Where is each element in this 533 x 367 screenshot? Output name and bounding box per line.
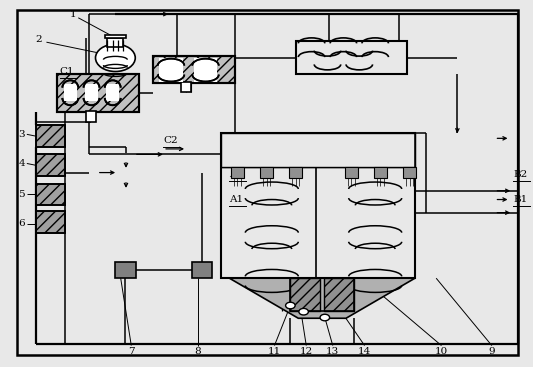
Bar: [403, 167, 416, 178]
Bar: [85, 84, 98, 101]
Text: 13: 13: [326, 346, 340, 356]
Bar: [36, 211, 65, 233]
Bar: [345, 167, 358, 178]
Bar: [36, 155, 65, 176]
Circle shape: [299, 308, 309, 315]
Text: 4: 4: [18, 159, 25, 168]
Bar: [64, 84, 77, 101]
Bar: [36, 125, 65, 147]
Bar: [290, 278, 354, 311]
Circle shape: [286, 302, 295, 309]
Text: 9: 9: [489, 346, 495, 356]
Bar: [115, 262, 135, 278]
Polygon shape: [229, 278, 415, 318]
Bar: [152, 56, 235, 83]
Bar: [108, 38, 123, 47]
Bar: [36, 155, 65, 176]
Bar: [192, 262, 213, 278]
Text: 5: 5: [18, 190, 25, 199]
Bar: [221, 132, 415, 167]
Circle shape: [320, 314, 329, 321]
Bar: [221, 132, 415, 278]
Text: 12: 12: [300, 346, 313, 356]
Bar: [260, 167, 273, 178]
Bar: [107, 84, 119, 101]
Bar: [181, 82, 191, 92]
Text: C1: C1: [60, 67, 74, 76]
Text: A1: A1: [229, 195, 244, 204]
Bar: [36, 125, 65, 147]
Ellipse shape: [95, 44, 135, 72]
Bar: [290, 278, 320, 311]
Bar: [296, 41, 407, 74]
Text: C2: C2: [163, 136, 177, 145]
Text: B2: B2: [513, 170, 527, 179]
Bar: [57, 74, 139, 112]
Text: 2: 2: [35, 35, 42, 44]
Text: 3: 3: [18, 130, 25, 139]
Bar: [159, 58, 183, 81]
Bar: [152, 56, 235, 83]
Bar: [374, 167, 387, 178]
Bar: [36, 184, 65, 206]
Text: 1: 1: [70, 10, 76, 19]
Bar: [36, 211, 65, 233]
Bar: [324, 278, 354, 311]
Text: 7: 7: [128, 346, 135, 356]
Bar: [231, 167, 244, 178]
Text: A2: A2: [229, 170, 244, 179]
Bar: [57, 74, 139, 112]
Text: B1: B1: [513, 195, 527, 204]
Text: 11: 11: [268, 346, 281, 356]
Bar: [105, 35, 126, 38]
Bar: [86, 111, 96, 121]
Text: 8: 8: [194, 346, 201, 356]
Text: 14: 14: [358, 346, 371, 356]
Bar: [36, 184, 65, 206]
Bar: [194, 58, 217, 81]
Bar: [289, 167, 302, 178]
Text: 6: 6: [18, 219, 25, 228]
Text: 10: 10: [435, 346, 448, 356]
